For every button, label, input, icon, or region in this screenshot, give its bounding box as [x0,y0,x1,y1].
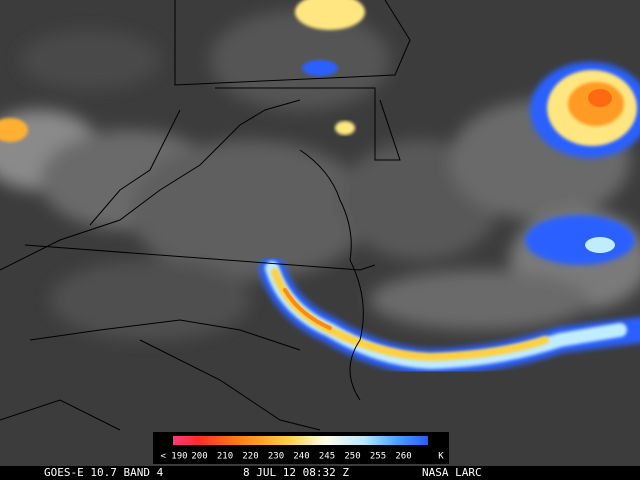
legend-label: 210 [217,452,233,462]
convective-cells [0,0,640,265]
legend-colorbar [173,436,428,445]
footer-satellite: GOES-E 10.7 BAND 4 [44,466,164,479]
legend-label: 220 [242,452,258,462]
legend-label: 240 [293,452,309,462]
legend-label: 255 [370,452,386,462]
borders [0,0,411,431]
legend-label: 200 [191,452,207,462]
legend-unit: K [438,452,444,462]
legend-label: < 190 [160,452,187,462]
footer-bar [0,466,640,480]
legend-label: 260 [395,452,411,462]
legend-label: 245 [319,452,335,462]
legend-label: 230 [268,452,284,462]
storm-band [259,255,640,375]
footer-timestamp: 8 JUL 12 08:32 Z [243,466,349,479]
legend-label: 250 [344,452,360,462]
legend-labels: < 190 200 210 220 230 240 245 250 255 260 [160,452,411,462]
footer-source: NASA LARC [422,466,482,479]
